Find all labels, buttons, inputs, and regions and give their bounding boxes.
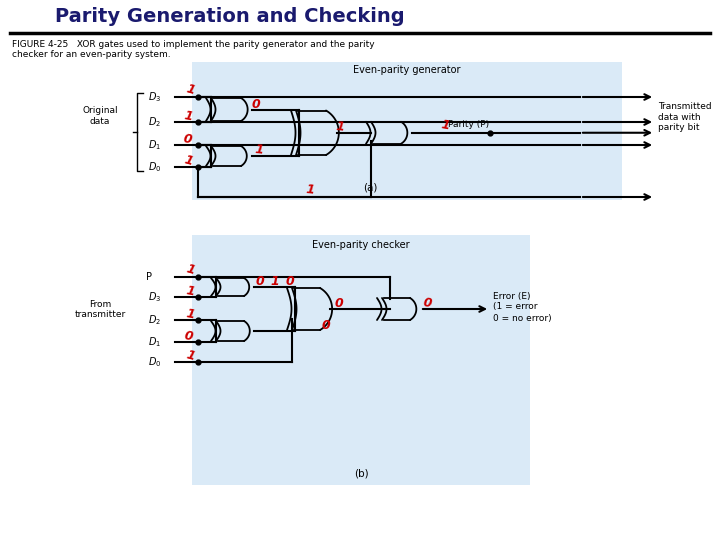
Text: 1: 1 <box>254 143 264 157</box>
Text: 1: 1 <box>185 262 197 277</box>
Text: 0: 0 <box>183 329 194 343</box>
Text: 1: 1 <box>185 82 197 97</box>
Text: 0: 0 <box>322 319 330 332</box>
Text: $D_1$: $D_1$ <box>148 335 161 349</box>
Text: 1: 1 <box>185 348 197 363</box>
Text: Even-parity generator: Even-parity generator <box>354 65 461 75</box>
Text: Transmitted
data with
parity bit: Transmitted data with parity bit <box>658 102 711 132</box>
FancyBboxPatch shape <box>192 235 530 485</box>
Text: 1: 1 <box>183 153 195 168</box>
Text: 0: 0 <box>335 297 343 310</box>
Text: Original
data: Original data <box>82 106 118 126</box>
Text: P: P <box>146 272 152 282</box>
Text: 1: 1 <box>183 109 194 123</box>
Text: $D_3$: $D_3$ <box>148 90 161 104</box>
Text: 1: 1 <box>335 120 345 134</box>
Text: $D_0$: $D_0$ <box>148 355 161 369</box>
Text: $D_3$: $D_3$ <box>148 290 161 304</box>
Text: 1: 1 <box>185 284 196 298</box>
Text: (b): (b) <box>354 468 369 478</box>
Text: 0 = no error): 0 = no error) <box>493 314 552 322</box>
Text: FIGURE 4-25   XOR gates used to implement the parity generator and the parity
ch: FIGURE 4-25 XOR gates used to implement … <box>12 40 374 59</box>
Text: $D_2$: $D_2$ <box>148 313 161 327</box>
Text: From
transmitter: From transmitter <box>74 300 125 319</box>
Text: $D_0$: $D_0$ <box>148 160 161 174</box>
FancyBboxPatch shape <box>192 62 622 200</box>
Text: 0: 0 <box>422 296 433 310</box>
Text: (1 = error: (1 = error <box>493 302 538 312</box>
Text: 1: 1 <box>440 118 451 133</box>
Text: 1: 1 <box>270 275 279 288</box>
Text: (a): (a) <box>363 183 377 193</box>
Text: 0: 0 <box>286 275 294 288</box>
Text: 0: 0 <box>256 275 265 288</box>
Text: 0: 0 <box>252 98 261 111</box>
Text: 1: 1 <box>185 307 196 321</box>
Text: Parity (P): Parity (P) <box>448 120 489 129</box>
Text: 0: 0 <box>182 132 193 146</box>
Text: Parity Generation and Checking: Parity Generation and Checking <box>55 8 405 26</box>
Text: Error (E): Error (E) <box>493 293 531 301</box>
Text: Even-parity checker: Even-parity checker <box>312 240 410 250</box>
Text: 1: 1 <box>305 183 315 197</box>
Text: $D_2$: $D_2$ <box>148 115 161 129</box>
Text: $D_1$: $D_1$ <box>148 138 161 152</box>
